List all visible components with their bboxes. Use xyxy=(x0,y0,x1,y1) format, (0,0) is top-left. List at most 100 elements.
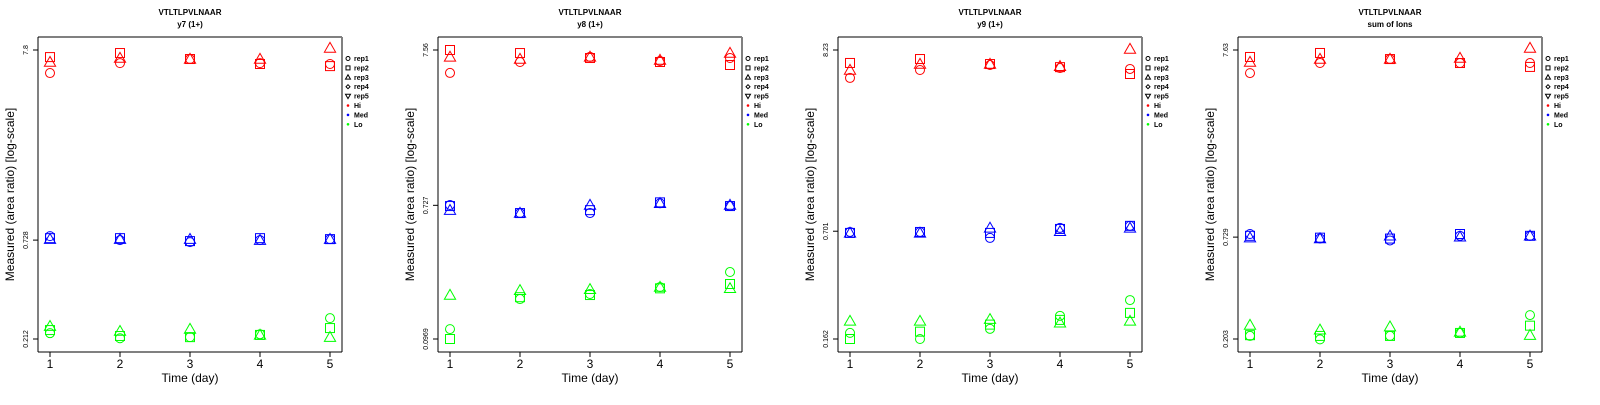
x-tick-label: 2 xyxy=(1317,357,1324,371)
y-tick-label: 0.212 xyxy=(23,330,30,348)
y-tick-label: 0.203 xyxy=(1223,330,1230,348)
legend-color-dot-icon xyxy=(1146,104,1150,107)
data-point-lo-rep3-day4 xyxy=(653,280,667,292)
legend-label: rep4 xyxy=(1154,84,1169,91)
legend-label: rep2 xyxy=(1554,65,1569,72)
chart-title: VTLTLPVLNAAR xyxy=(159,8,222,17)
data-point-lo-rep3-day3 xyxy=(583,282,597,295)
legend-square-icon xyxy=(345,65,351,71)
data-point-hi-rep1-day5 xyxy=(1125,63,1135,74)
data-point-med-rep3-day3 xyxy=(183,232,197,244)
panel-3: VTLTLPVLNAAR y9 (1+) Measured (area ratio)… xyxy=(803,8,1169,385)
x-axis-label: Time (day) xyxy=(162,371,219,385)
legend-label: rep3 xyxy=(354,75,369,82)
data-point-hi-rep2-day4 xyxy=(255,59,265,70)
data-point-med-rep3-day1 xyxy=(43,232,57,244)
data-point-lo-rep3-day2 xyxy=(1313,323,1327,335)
data-point-med-rep3-day5 xyxy=(1523,229,1537,241)
data-point-lo-rep3-day4 xyxy=(1053,316,1067,328)
x-tick-label: 3 xyxy=(587,357,594,371)
data-point-hi-rep2-day4 xyxy=(1455,58,1465,69)
y-tick-label: 0.728 xyxy=(23,231,30,249)
data-point-hi-rep3-day3 xyxy=(183,52,197,64)
data-point-med-rep3-day5 xyxy=(1123,221,1137,233)
legend-triangle-down-icon xyxy=(1144,93,1152,100)
series-med xyxy=(443,196,737,219)
x-tick-label: 2 xyxy=(117,357,124,371)
data-point-hi-rep3-day5 xyxy=(1523,41,1537,53)
data-point-med-rep3-day2 xyxy=(113,232,127,244)
legend-color-dot-icon xyxy=(1146,123,1150,126)
legend-label: Lo xyxy=(1554,122,1563,129)
data-point-hi-rep2-day5 xyxy=(1125,68,1135,79)
legend-label: Med xyxy=(754,112,768,119)
legend-label: rep5 xyxy=(754,94,769,101)
y-tick-label: 7.8 xyxy=(23,45,30,55)
legend-color-dot-icon xyxy=(1546,104,1550,107)
legend-diamond-icon xyxy=(345,83,351,90)
data-point-lo-rep2-day1 xyxy=(845,334,855,344)
data-point-med-rep3-day1 xyxy=(1243,231,1257,243)
data-point-med-rep3-day1 xyxy=(843,226,857,238)
data-point-lo-rep3-day4 xyxy=(1453,325,1467,337)
y-tick-label: 8.23 xyxy=(823,43,830,57)
data-point-lo-rep1-day2 xyxy=(1315,334,1325,345)
x-tick-label: 5 xyxy=(1527,357,1534,371)
y-tick-label: 0.729 xyxy=(1223,228,1230,246)
data-point-med-rep3-day1 xyxy=(443,203,457,215)
data-point-hi-rep2-day5 xyxy=(325,61,335,72)
legend-label: rep2 xyxy=(354,65,369,72)
data-point-lo-rep1-day3 xyxy=(185,332,195,343)
x-tick-label: 4 xyxy=(1057,357,1064,371)
legend-color-dot-icon xyxy=(346,123,350,126)
legend-color-dot-icon xyxy=(746,123,750,126)
x-tick-label: 5 xyxy=(1127,357,1134,371)
legend-label: Lo xyxy=(754,122,763,129)
data-point-med-rep3-day4 xyxy=(1453,230,1467,242)
data-point-lo-rep2-day4 xyxy=(1055,314,1065,325)
series-hi xyxy=(43,41,337,79)
data-point-hi-rep1-day4 xyxy=(1455,58,1465,69)
legend-label: Hi xyxy=(754,103,761,110)
legend-label: rep4 xyxy=(754,84,769,91)
data-point-hi-rep2-day4 xyxy=(1055,62,1065,73)
chart-title: VTLTLPVLNAAR xyxy=(559,8,622,17)
legend: rep1 rep2 rep3 rep4 rep5 Hi Med Lo xyxy=(1544,56,1569,129)
series-lo xyxy=(1243,310,1537,345)
data-point-hi-rep3-day5 xyxy=(1123,42,1137,54)
legend-triangle-down-icon xyxy=(344,93,352,100)
data-point-lo-rep1-day5 xyxy=(1525,310,1535,321)
data-point-hi-rep2-day2 xyxy=(1315,47,1325,58)
chart-title: VTLTLPVLNAAR xyxy=(959,8,1022,17)
legend-label: rep4 xyxy=(1554,84,1569,91)
data-point-hi-rep2-day2 xyxy=(515,48,525,59)
legend-triangle-up-icon xyxy=(1144,73,1152,80)
legend-square-icon xyxy=(745,65,751,71)
data-point-hi-rep3-day2 xyxy=(513,52,527,64)
y-tick-label: 0.162 xyxy=(823,330,830,348)
legend-label: rep1 xyxy=(754,56,769,63)
data-point-lo-rep2-day4 xyxy=(1455,327,1465,338)
series-lo xyxy=(43,313,337,344)
data-point-hi-rep3-day2 xyxy=(113,51,127,63)
data-point-lo-rep1-day3 xyxy=(1385,330,1395,341)
data-point-lo-rep2-day5 xyxy=(725,279,735,290)
data-point-lo-rep3-day3 xyxy=(983,312,997,324)
legend-label: rep1 xyxy=(1154,56,1169,63)
data-point-lo-rep1-day1 xyxy=(1245,330,1255,341)
data-point-lo-rep3-day5 xyxy=(1123,314,1137,326)
data-point-lo-rep2-day5 xyxy=(325,323,335,334)
data-point-lo-rep2-day3 xyxy=(585,290,595,301)
legend-label: rep2 xyxy=(754,65,769,72)
data-point-hi-rep3-day4 xyxy=(1453,51,1467,63)
data-point-lo-rep1-day5 xyxy=(1125,295,1135,306)
legend-color-dot-icon xyxy=(346,113,350,117)
y-tick-label: 7.56 xyxy=(423,43,430,57)
y-tick-label: 0.727 xyxy=(423,196,430,214)
data-point-hi-rep3-day1 xyxy=(1243,55,1257,67)
data-point-hi-rep1-day1 xyxy=(845,72,855,83)
legend-label: Hi xyxy=(1554,103,1561,110)
legend-diamond-icon xyxy=(1545,83,1551,90)
data-point-lo-rep1-day5 xyxy=(725,267,735,278)
series-hi xyxy=(1243,41,1537,79)
